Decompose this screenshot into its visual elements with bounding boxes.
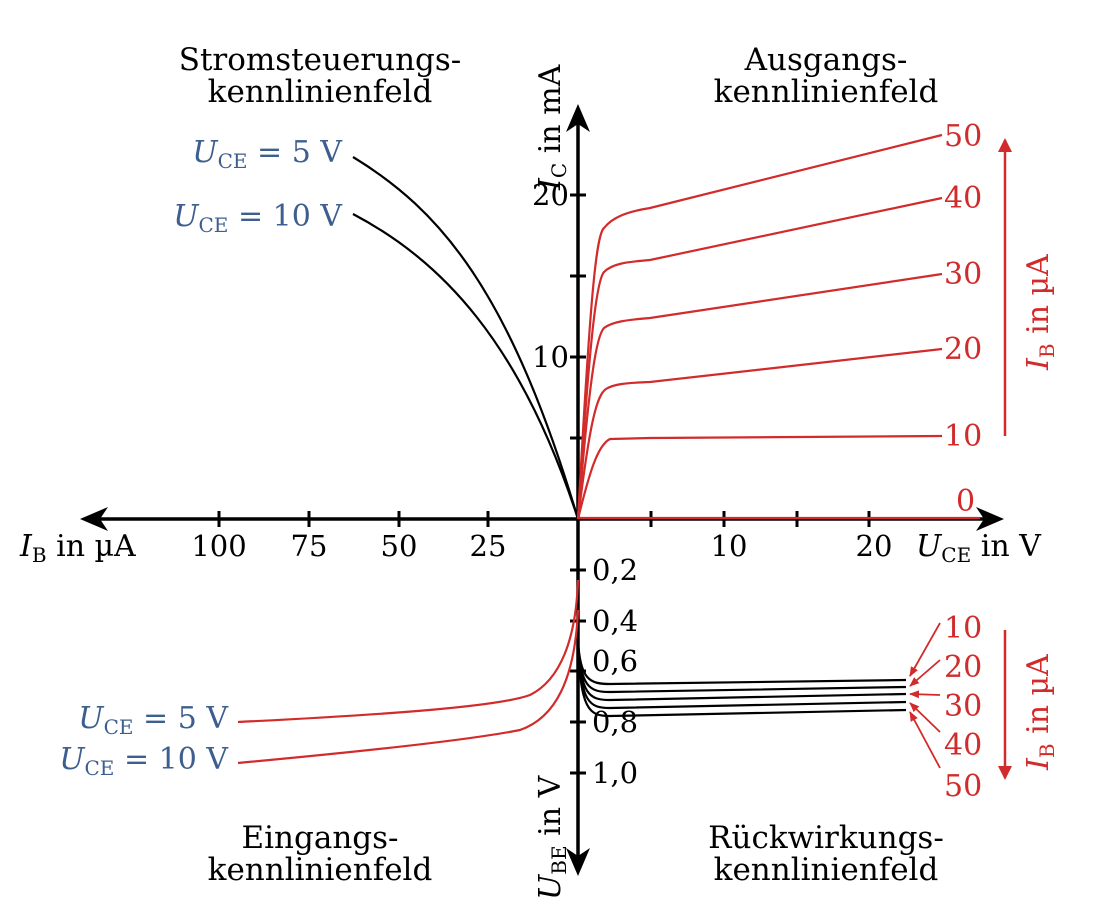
output-ib-labels: 50 40 30 20 10 0 [944,119,982,519]
uce-axis-arrowhead [976,507,1004,531]
ib-tick-25: 25 [470,529,507,563]
feedback-ib-label-40: 40 [944,728,982,763]
input-curve-10v [237,609,580,765]
top-left-label-5v: UCE = 5 V [192,135,343,173]
current-control-curve-10v [352,213,580,520]
output-ib-label-30: 30 [944,257,982,292]
output-curves [576,133,980,520]
ib-tick-50: 50 [381,529,418,563]
feedback-ib-labels: 10 20 30 40 50 [944,611,982,804]
input-curves [237,579,580,765]
quadrant-title-bottom-right-2: kennlinienfeld [714,852,939,888]
ube-tick-0-4: 0,4 [592,604,638,638]
output-ib-label-50: 50 [944,119,982,154]
feedback-ib-axis-label: IB in µA [1021,654,1059,771]
ube-tick-0-8: 0,8 [592,705,638,739]
ic-axis-label: IC in mA [533,64,571,191]
feedback-ib-label-30: 30 [944,689,982,724]
quadrant-title-bottom-right-1: Rückwirkungs- [708,820,944,856]
output-curve-ib-30 [576,272,943,520]
output-ib-label-40: 40 [944,181,982,216]
output-curve-ib-10 [576,434,943,520]
bottom-left-label-5v: UCE = 5 V [78,701,229,739]
output-curve-ib-50 [576,133,943,520]
ube-tick-1-0: 1,0 [592,756,638,790]
input-curve-5v [237,579,580,724]
ic-tick-20: 20 [532,178,569,212]
uce-axis-label: UCE in V [916,529,1042,567]
top-left-curve-labels: UCE = 5 V UCE = 10 V [173,135,343,237]
ube-axis-label: UBE in V [533,774,571,900]
uce-tick-10: 10 [711,529,748,563]
feedback-curve-ib-50 [576,639,907,718]
output-ib-label-20: 20 [944,332,982,367]
output-curve-ib-20 [576,347,943,520]
ib-tick-75: 75 [291,529,328,563]
tick-labels: 20 10 100 75 50 25 10 20 0,2 0,4 0,6 0,8… [191,178,892,790]
feedback-pointer-arrows [909,622,941,769]
quadrant-title-top-right-2: kennlinienfeld [714,74,939,110]
ib-axis-arrowhead [80,507,108,531]
feedback-ib-label-50: 50 [944,769,982,804]
quadrant-title-top-left-2: kennlinienfeld [208,74,433,110]
feedback-ib-label-20: 20 [944,650,982,685]
quadrant-titles: Stromsteuerungs- kennlinienfeld Ausgangs… [179,42,944,888]
ic-axis-arrowhead [566,104,590,132]
feedback-curves [576,639,907,718]
uce-tick-20: 20 [856,529,893,563]
axis-labels: IB in µA UCE in V IC in mA UBE in V [19,64,1042,900]
current-control-curves [352,156,580,520]
output-ib-axis-label: IB in µA [1021,254,1059,371]
ib-axis-label: IB in µA [19,529,136,567]
top-left-label-10v: UCE = 10 V [173,199,343,237]
output-ib-label-10: 10 [944,419,982,454]
quadrant-title-top-right-1: Ausgangs- [744,42,908,78]
ib-tick-100: 100 [191,529,246,563]
bottom-left-curve-labels: UCE = 5 V UCE = 10 V [59,701,229,780]
output-ib-label-0: 0 [956,484,975,519]
current-control-curve-5v [352,156,580,520]
ic-tick-10: 10 [532,340,569,374]
quadrant-title-bottom-left-1: Eingangs- [241,820,398,856]
output-curve-ib-40 [576,196,943,520]
feedback-ib-label-10: 10 [944,611,982,646]
ube-tick-0-2: 0,2 [592,553,638,587]
quadrant-title-top-left-1: Stromsteuerungs- [179,42,462,78]
ube-tick-0-6: 0,6 [592,644,638,678]
quadrant-title-bottom-left-2: kennlinienfeld [208,852,433,888]
ube-axis-arrowhead [566,848,590,876]
bottom-left-label-10v: UCE = 10 V [59,742,229,780]
